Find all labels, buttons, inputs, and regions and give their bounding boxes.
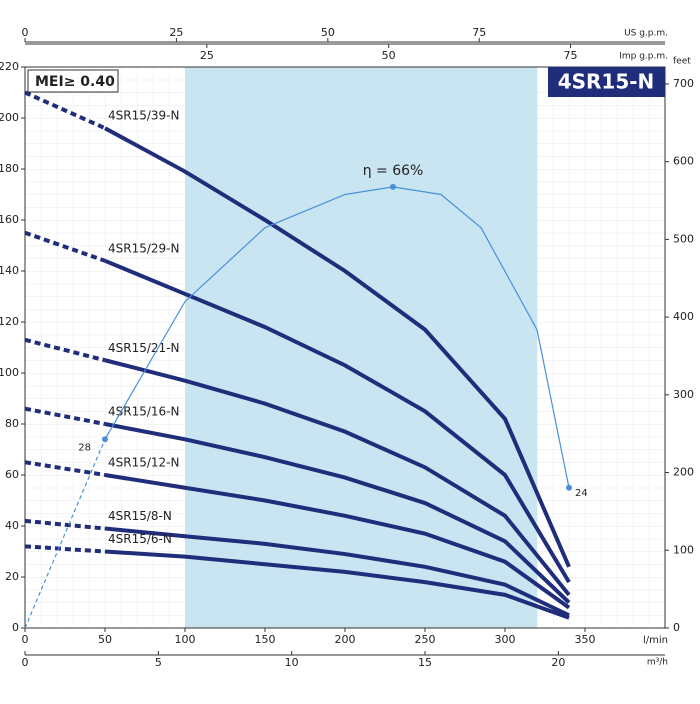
series-label: 4SR15/21-N: [108, 341, 179, 355]
secondary-axis-label: US g.p.m.: [624, 29, 668, 39]
curve-dashed: [24, 230, 106, 263]
mei-box: [27, 69, 119, 93]
curve-dashed: [24, 460, 106, 477]
secondary-tick-label: 75: [564, 49, 578, 62]
y2-axis-label: feet: [673, 57, 691, 67]
secondary-tick-label: 0: [22, 656, 29, 669]
x-axis-label: l/min: [643, 635, 668, 646]
x-tick-label: 0: [22, 633, 29, 646]
secondary-axis-label: Imp g.p.m.: [619, 52, 668, 62]
mei-label: MEI≥ 0.40: [35, 74, 115, 90]
curve-dashed: [24, 406, 106, 426]
curve-dashed: [24, 90, 106, 131]
curve-dashed: [24, 518, 106, 531]
y-tick-label: 100: [0, 366, 19, 379]
y-tick-label: 160: [0, 213, 19, 226]
curve: [104, 526, 570, 618]
y-tick-label: 40: [5, 519, 19, 532]
secondary-tick-label: 25: [200, 49, 214, 62]
efficiency-point: [102, 436, 108, 443]
plot-frame: [24, 66, 666, 629]
y2-tick-label: 300: [673, 388, 694, 401]
curve-dashed: [24, 544, 106, 554]
y-tick-label: 120: [0, 315, 19, 328]
series-label: 4SR15/12-N: [108, 456, 179, 470]
series-label: 4SR15/8-N: [108, 509, 172, 523]
y2-tick-label: 200: [673, 466, 694, 479]
curve: [104, 422, 571, 604]
y2-tick-label: 0: [673, 621, 680, 634]
y2-tick-label: 700: [673, 77, 694, 90]
series-label: 4SR15/29-N: [108, 241, 179, 255]
y2-tick-label: 600: [673, 155, 694, 168]
y2-tick-label: 400: [673, 310, 694, 323]
chart-title: 4SR15-N: [558, 70, 655, 94]
secondary-tick-label: 5: [155, 656, 162, 669]
y-tick-label: 0: [12, 621, 19, 634]
secondary-tick-label: 50: [382, 49, 396, 62]
x-tick-label: 50: [98, 633, 112, 646]
title-box: [548, 67, 665, 97]
efficiency-point: [390, 183, 396, 190]
shaded-range: [185, 67, 537, 628]
efficiency-label: 28: [78, 442, 91, 453]
x-tick-label: 100: [175, 633, 196, 646]
secondary-axis-label: m³/h: [647, 658, 668, 668]
y-tick-label: 60: [5, 468, 19, 481]
y-tick-label: 220: [0, 60, 19, 73]
curve: [104, 126, 571, 568]
efficiency-label: η = 66%: [363, 163, 424, 179]
x-tick-label: 250: [415, 633, 436, 646]
series-label: 4SR15/16-N: [108, 405, 179, 419]
x-tick-label: 300: [495, 633, 516, 646]
secondary-tick-label: 0: [22, 26, 29, 39]
y-tick-label: 140: [0, 264, 19, 277]
y2-tick-label: 500: [673, 232, 694, 245]
y2-tick-label: 100: [673, 543, 694, 556]
efficiency-label: 24: [575, 488, 588, 499]
secondary-tick-label: 25: [169, 26, 183, 39]
efficiency-point: [566, 484, 572, 491]
curve-dashed: [24, 337, 106, 363]
curve: [104, 473, 571, 610]
y-tick-label: 80: [5, 417, 19, 430]
secondary-tick-label: 10: [285, 656, 299, 669]
series-label: 4SR15/39-N: [108, 109, 179, 123]
y-tick-label: 20: [5, 570, 19, 583]
secondary-tick-label: 15: [418, 656, 432, 669]
x-tick-label: 350: [575, 633, 596, 646]
x-tick-label: 200: [335, 633, 356, 646]
y-tick-label: 200: [0, 111, 19, 124]
secondary-tick-label: 20: [551, 656, 565, 669]
secondary-tick-label: 50: [321, 26, 335, 39]
secondary-tick-label: 75: [472, 26, 486, 39]
series-label: 4SR15/6-N: [108, 532, 172, 546]
x-tick-label: 150: [255, 633, 276, 646]
curve: [104, 549, 570, 620]
curve: [104, 258, 571, 584]
curve: [104, 358, 571, 597]
curve-dashed: [24, 439, 106, 629]
y-tick-label: 180: [0, 162, 19, 175]
